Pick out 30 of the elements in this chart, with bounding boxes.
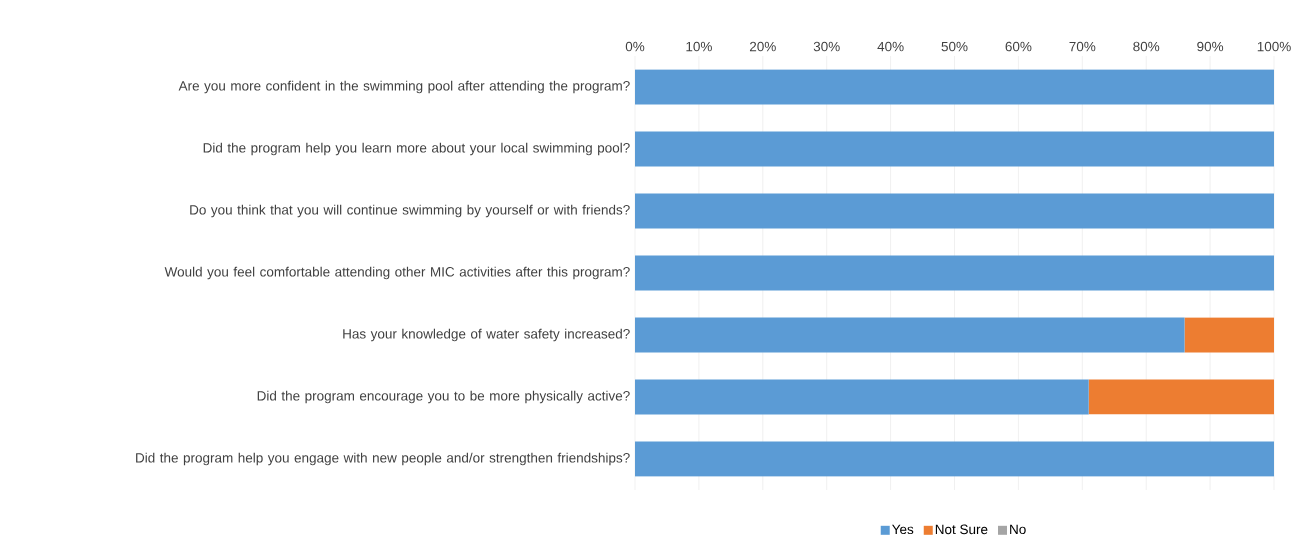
bar: [635, 441, 1275, 477]
legend-label: Not Sure: [935, 524, 988, 535]
bar: [635, 193, 1275, 229]
x-tick-label: 50%: [941, 41, 968, 52]
x-tick-label: 100%: [1257, 41, 1291, 52]
legend-label: Yes: [892, 524, 914, 535]
y-tick-label: Did the program help you engage with new people and/or strengthen friendships?: [136, 452, 630, 466]
bar: [635, 69, 1275, 105]
x-tick-label: 80%: [1133, 41, 1160, 52]
y-tick-label: Would you feel comfortable attending other MIC activities after this program?: [164, 266, 630, 280]
bar: [635, 131, 1275, 167]
y-tick-label: Has your knowledge of water safety increased?: [343, 328, 630, 342]
x-tick-label: 60%: [1005, 41, 1032, 52]
x-tick-label: 0%: [625, 41, 645, 52]
y-tick-label: Did the program encourage you to be more physically active?: [257, 390, 630, 404]
y-tick-label: Do you think that you will continue swimming by yourself or with friends?: [190, 204, 630, 218]
bar: [635, 379, 1089, 415]
x-tick-label: 70%: [1069, 41, 1096, 52]
bar: [1184, 317, 1275, 353]
legend-label: No: [1010, 524, 1026, 535]
x-tick-label: 10%: [686, 41, 712, 52]
bar: [635, 255, 1275, 291]
y-tick-label: Are you more confident in the swimming pool after attending the program?: [178, 80, 630, 94]
x-tick-label: 20%: [749, 41, 776, 52]
x-tick-label: 30%: [813, 41, 840, 52]
bar: [635, 317, 1185, 353]
y-tick-label: Did the program help you learn more about your local swimming pool?: [203, 142, 630, 156]
x-tick-label: 90%: [1197, 41, 1224, 52]
bar: [1088, 379, 1275, 415]
x-tick-label: 40%: [877, 41, 904, 52]
